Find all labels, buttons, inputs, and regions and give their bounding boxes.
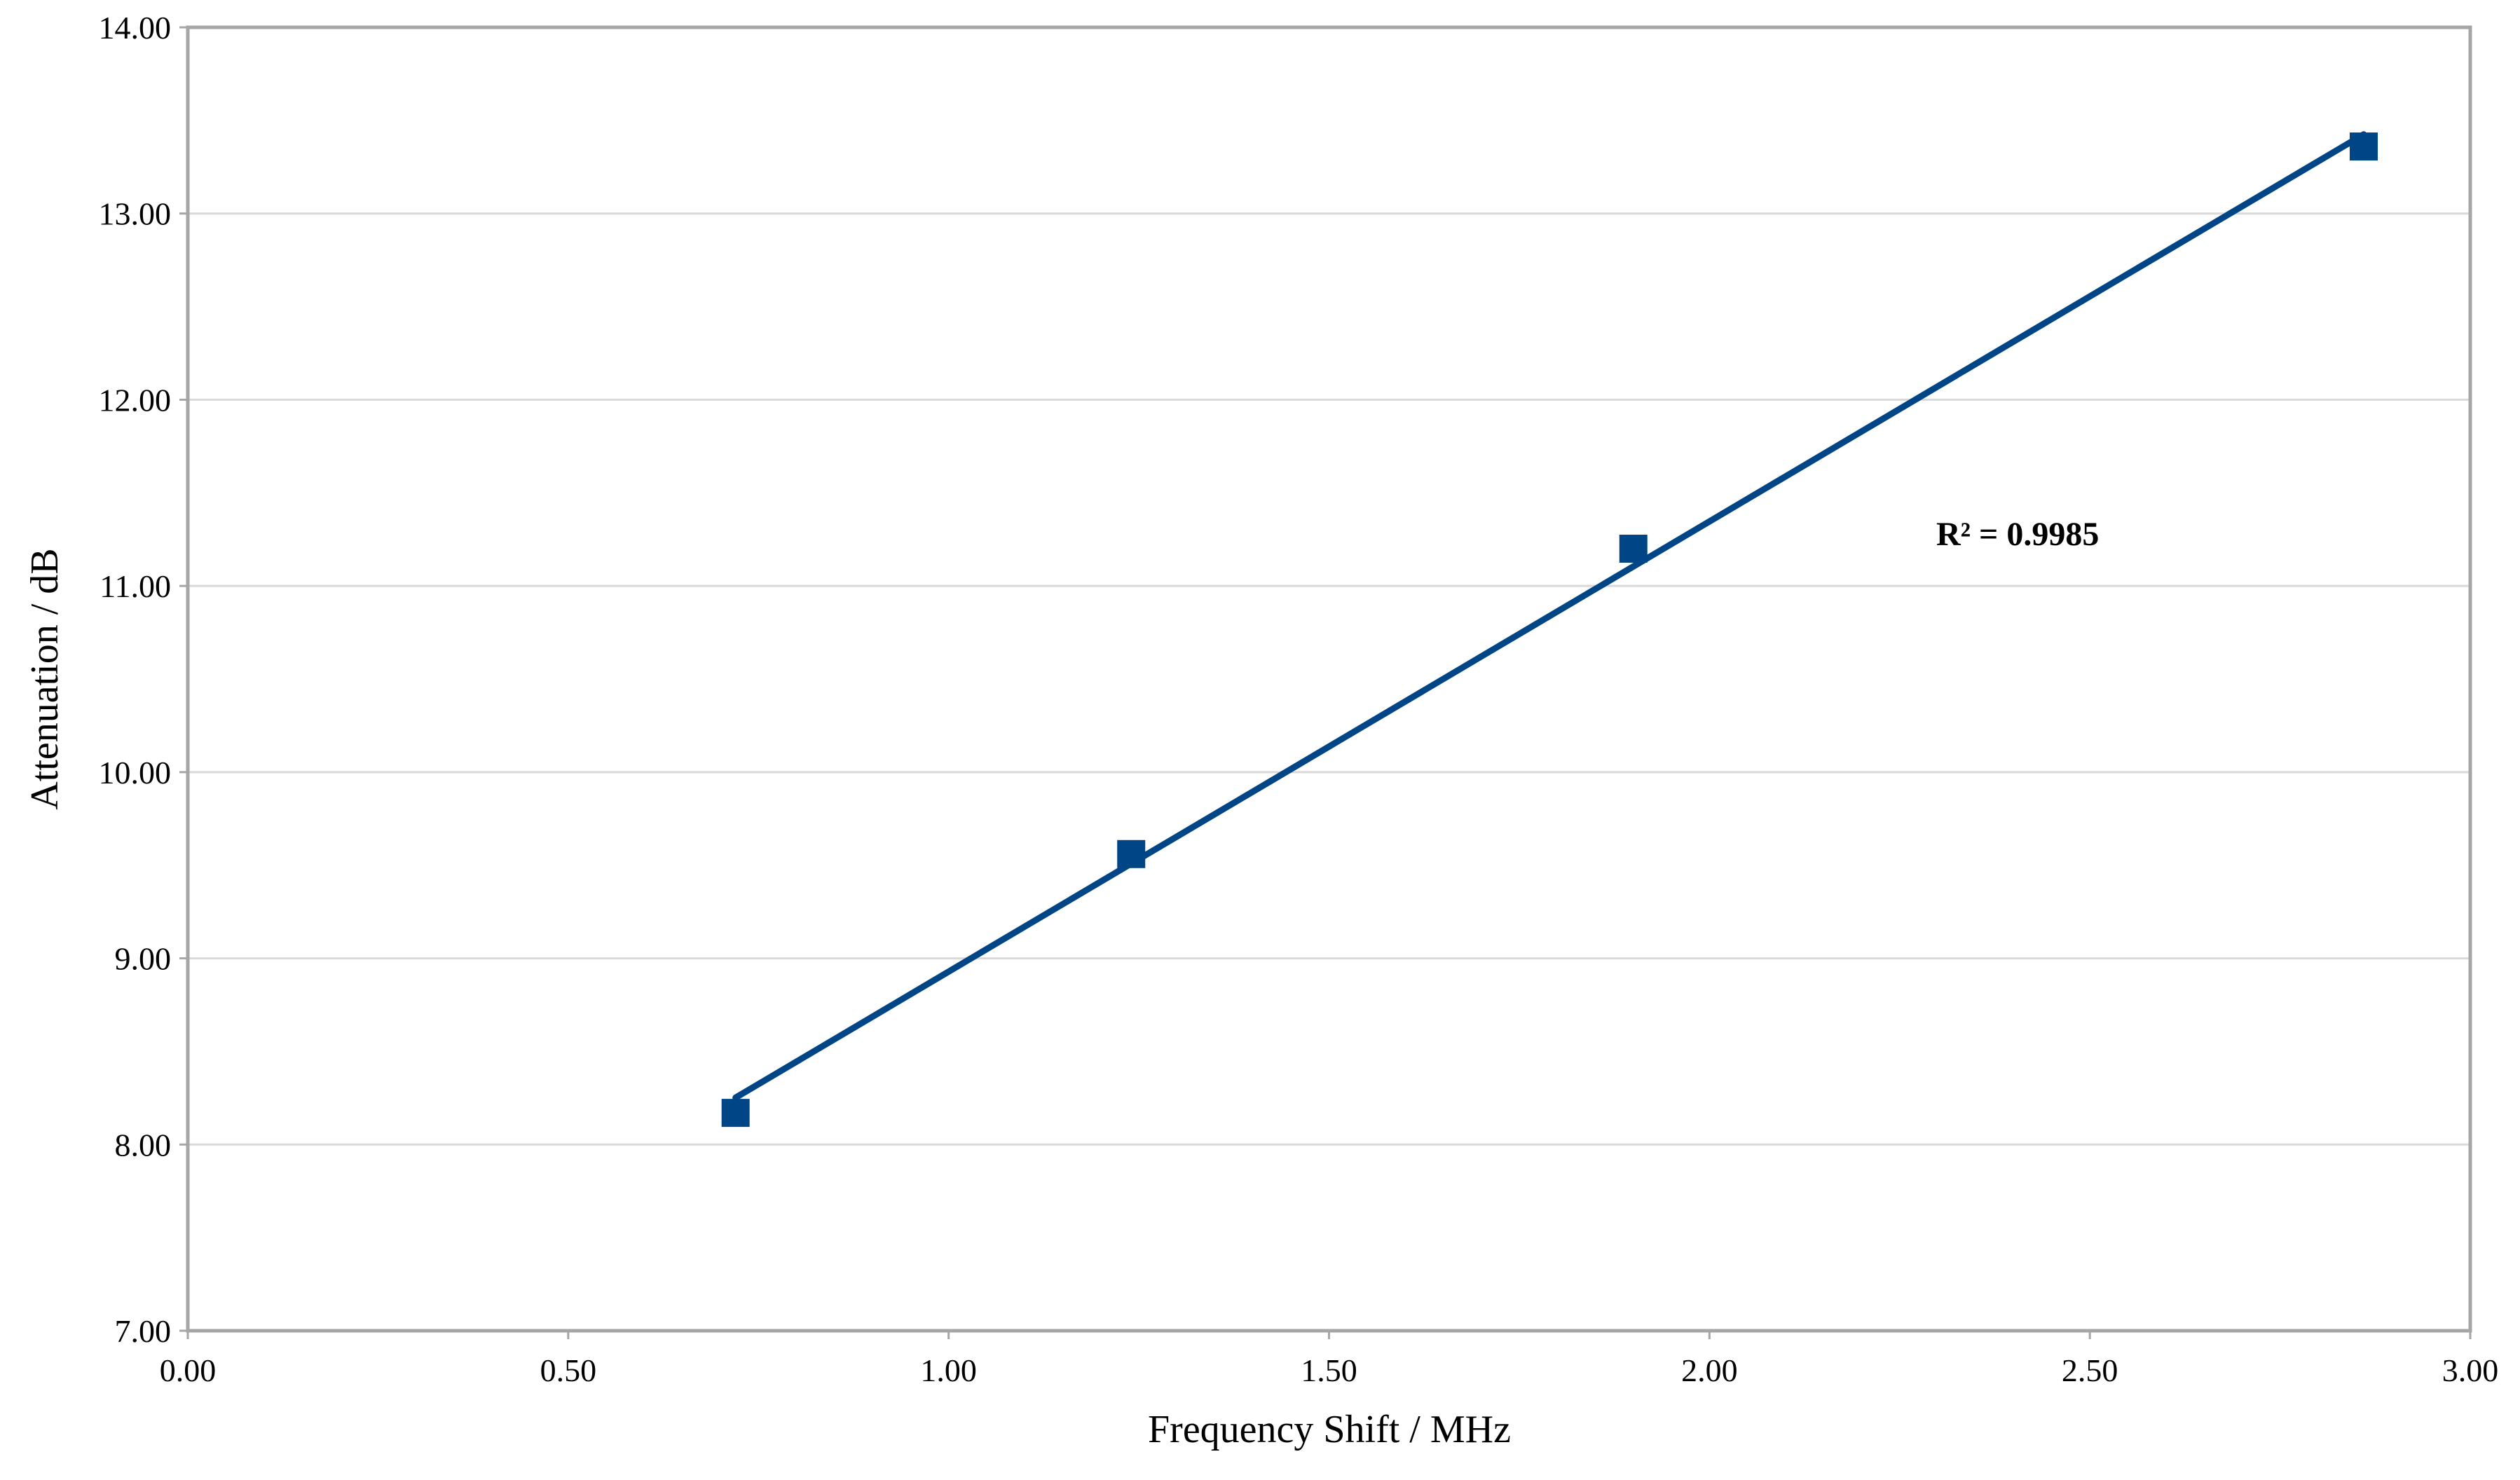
y-tick-label: 12.00 — [99, 382, 172, 418]
marker — [721, 1099, 750, 1128]
marker — [1619, 535, 1648, 563]
x-tick-label: 2.00 — [1681, 1352, 1738, 1388]
marker — [1117, 840, 1146, 868]
x-tick-label: 3.00 — [2442, 1352, 2499, 1388]
trendline — [732, 131, 2367, 1101]
y-tick-label: 9.00 — [115, 941, 172, 977]
y-tick-label: 14.00 — [99, 10, 172, 46]
plot-frame — [186, 25, 2472, 1333]
y-tick-label: 13.00 — [99, 196, 172, 232]
x-tick-label: 1.00 — [920, 1352, 977, 1388]
y-axis-title: Attenuation / dB — [23, 548, 67, 809]
y-tick-label: 7.00 — [115, 1313, 172, 1349]
y-tick-label: 11.00 — [100, 568, 171, 604]
x-tick-label: 2.50 — [2062, 1352, 2118, 1388]
x-tick-label: 1.50 — [1301, 1352, 1357, 1388]
annotation: R² = 0.9985 — [1936, 516, 2099, 553]
y-tick-label: 8.00 — [115, 1127, 172, 1163]
x-tick-label: 0.50 — [540, 1352, 597, 1388]
marker — [2350, 132, 2378, 161]
x-tick-label: 0.00 — [160, 1352, 217, 1388]
x-axis-title: Frequency Shift / MHz — [1148, 1408, 1511, 1451]
y-tick-label: 10.00 — [99, 755, 172, 790]
